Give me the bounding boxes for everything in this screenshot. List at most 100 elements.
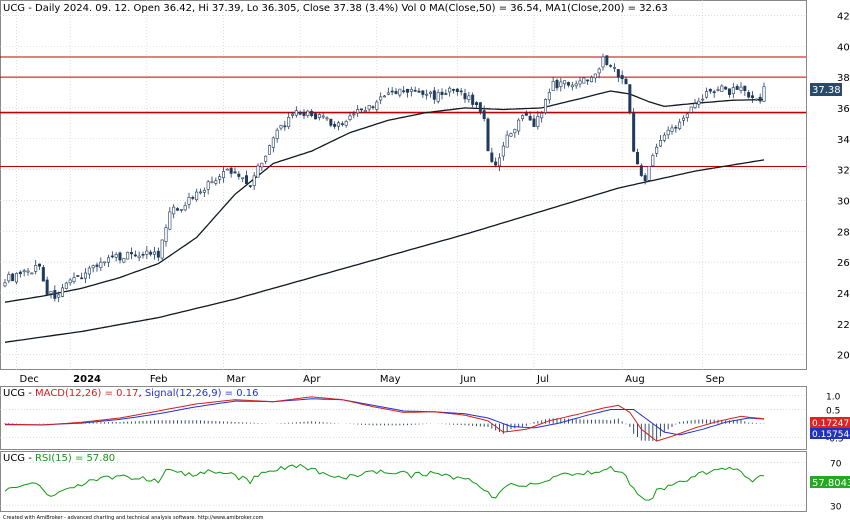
candle xyxy=(15,272,19,285)
candle-up xyxy=(264,155,268,162)
price-tick-label: 30 xyxy=(837,196,850,207)
candle xyxy=(306,109,310,118)
time-tick-label: Sep xyxy=(706,374,725,385)
candle xyxy=(697,97,701,109)
candle xyxy=(118,251,122,264)
candle-up xyxy=(662,134,666,141)
candle-down xyxy=(674,126,678,129)
candle-up xyxy=(26,270,30,273)
candle-up xyxy=(294,110,298,116)
candle-down xyxy=(233,171,237,174)
price-tick-label: 28 xyxy=(837,227,850,238)
footer-credit: Created with AmiBroker - advanced charti… xyxy=(3,515,264,521)
candle-down xyxy=(329,118,333,126)
candle-down xyxy=(471,94,475,105)
candle xyxy=(41,264,45,282)
candle xyxy=(64,281,68,290)
ma50-series xyxy=(4,90,765,303)
candle-up xyxy=(501,145,505,157)
candle-up xyxy=(68,279,72,284)
macd-title-prefix: UCG - xyxy=(3,388,35,399)
candle-up xyxy=(367,104,371,110)
candle xyxy=(76,275,80,277)
candle xyxy=(183,201,187,212)
candle xyxy=(30,272,34,275)
candle-up xyxy=(612,67,616,69)
candle xyxy=(317,113,321,121)
candle-up xyxy=(206,181,210,190)
candle-up xyxy=(187,197,191,205)
candle-down xyxy=(11,273,15,282)
candle xyxy=(60,284,64,298)
candle xyxy=(497,153,501,172)
candle xyxy=(747,90,751,99)
candle xyxy=(87,265,91,279)
candle xyxy=(49,290,53,299)
candle-down xyxy=(18,271,22,275)
candle-down xyxy=(758,96,762,102)
macd-axis: 1.0 0.5 -0.5 xyxy=(826,392,844,444)
candle-up xyxy=(720,85,724,92)
candle xyxy=(543,98,547,115)
candle-up xyxy=(678,121,682,129)
candle xyxy=(256,163,260,178)
candle xyxy=(386,87,390,96)
candle-up xyxy=(731,87,735,95)
candle xyxy=(271,136,275,153)
candle xyxy=(22,268,26,277)
candle-down xyxy=(313,113,317,120)
candle xyxy=(382,95,386,98)
candle xyxy=(156,247,160,262)
candle xyxy=(716,86,720,92)
candle-down xyxy=(620,75,624,80)
candle xyxy=(68,277,72,286)
time-tick-label: Aug xyxy=(625,374,645,385)
rsi-title-value: RSI(15) = 57.80 xyxy=(35,453,115,464)
candle xyxy=(693,99,697,110)
candle-up xyxy=(210,181,214,184)
candle-up xyxy=(168,211,172,230)
candle xyxy=(352,110,356,119)
price-tick-label: 36 xyxy=(837,104,850,115)
candle-down xyxy=(37,263,41,267)
rsi-badge-bg xyxy=(810,476,850,488)
last-price-value: 37.38 xyxy=(812,85,841,96)
price-pane: 20 22 24 26 28 30 32 34 36 38 40 42 Dec 2024 Feb Mar Ap… xyxy=(0,0,850,385)
candle-up xyxy=(559,81,563,87)
candle-down xyxy=(394,91,398,94)
candle-down xyxy=(455,88,459,92)
candle-up xyxy=(543,99,547,113)
candle xyxy=(133,250,137,257)
candle xyxy=(758,93,762,104)
candle-down xyxy=(310,110,314,116)
price-axis: 20 22 24 26 28 30 32 34 36 38 40 42 xyxy=(837,11,850,361)
candle-down xyxy=(566,82,570,86)
time-tick-label: Apr xyxy=(303,374,321,385)
candle xyxy=(199,188,203,195)
candle xyxy=(141,251,145,259)
signal-badge-value: 0.157548 xyxy=(812,430,850,440)
candle-down xyxy=(639,165,643,176)
candle-down xyxy=(141,253,145,256)
candle-down xyxy=(624,78,628,85)
candle-up xyxy=(520,115,524,119)
candle-up xyxy=(601,56,605,68)
candle xyxy=(53,285,57,302)
candle-up xyxy=(72,277,76,282)
candle xyxy=(524,110,528,116)
candle-up xyxy=(267,145,271,155)
candle-down xyxy=(528,115,532,121)
candle-down xyxy=(237,173,241,177)
candle xyxy=(145,246,149,259)
candle xyxy=(80,272,84,280)
candle-down xyxy=(747,92,751,98)
candle-up xyxy=(505,134,509,148)
candle xyxy=(333,121,337,129)
candle xyxy=(432,87,436,104)
candle-up xyxy=(317,114,321,118)
candle xyxy=(754,98,758,101)
candle-up xyxy=(306,110,310,116)
candle xyxy=(202,187,206,197)
candle-down xyxy=(371,106,375,108)
candle-up xyxy=(582,77,586,84)
